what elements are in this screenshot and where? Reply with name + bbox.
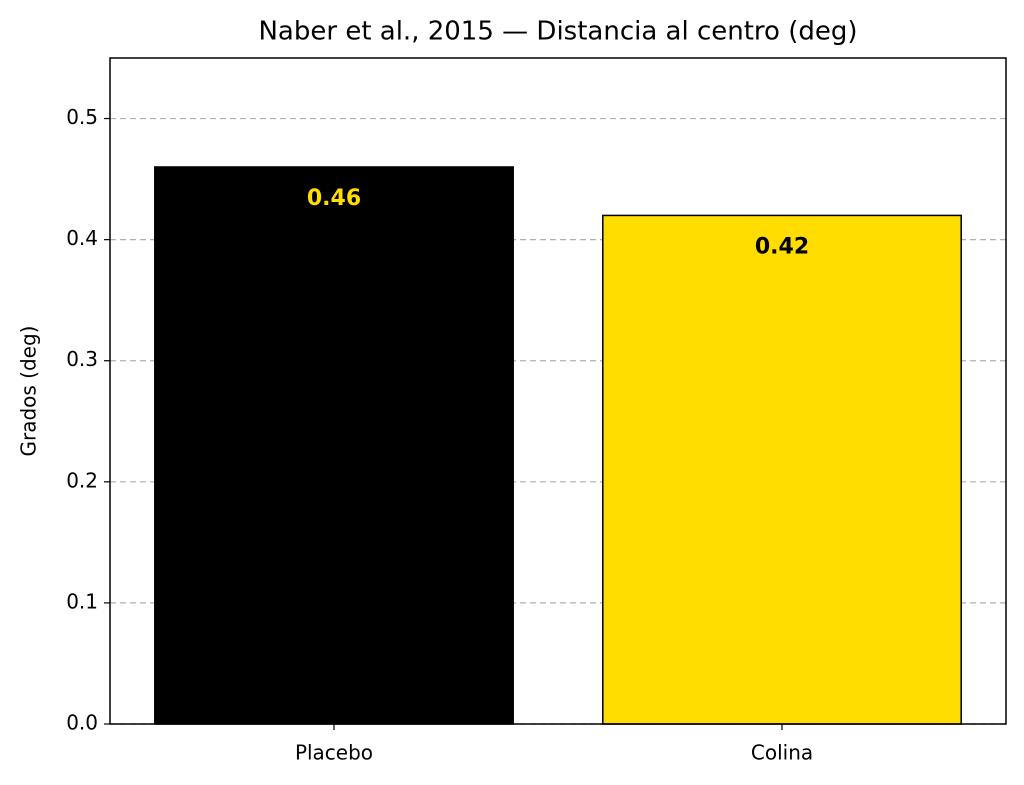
bar (602, 214, 962, 725)
x-tick-label: Placebo (295, 741, 373, 765)
y-tick-label: 0.3 (66, 347, 98, 371)
value-label: 0.46 (307, 186, 361, 211)
value-label: 0.42 (755, 234, 809, 259)
chart-title: Naber et al., 2015 — Distancia al centro… (258, 17, 857, 47)
bar (154, 166, 514, 725)
y-tick-label: 0.0 (66, 711, 98, 735)
y-axis-label: Grados (deg) (17, 326, 41, 457)
y-tick-label: 0.4 (66, 226, 98, 250)
y-tick-label: 0.5 (66, 105, 98, 129)
y-tick-label: 0.1 (66, 589, 98, 613)
x-tick-label: Colina (751, 741, 813, 765)
plot-frame (109, 57, 1007, 725)
y-tick-label: 0.2 (66, 468, 98, 492)
